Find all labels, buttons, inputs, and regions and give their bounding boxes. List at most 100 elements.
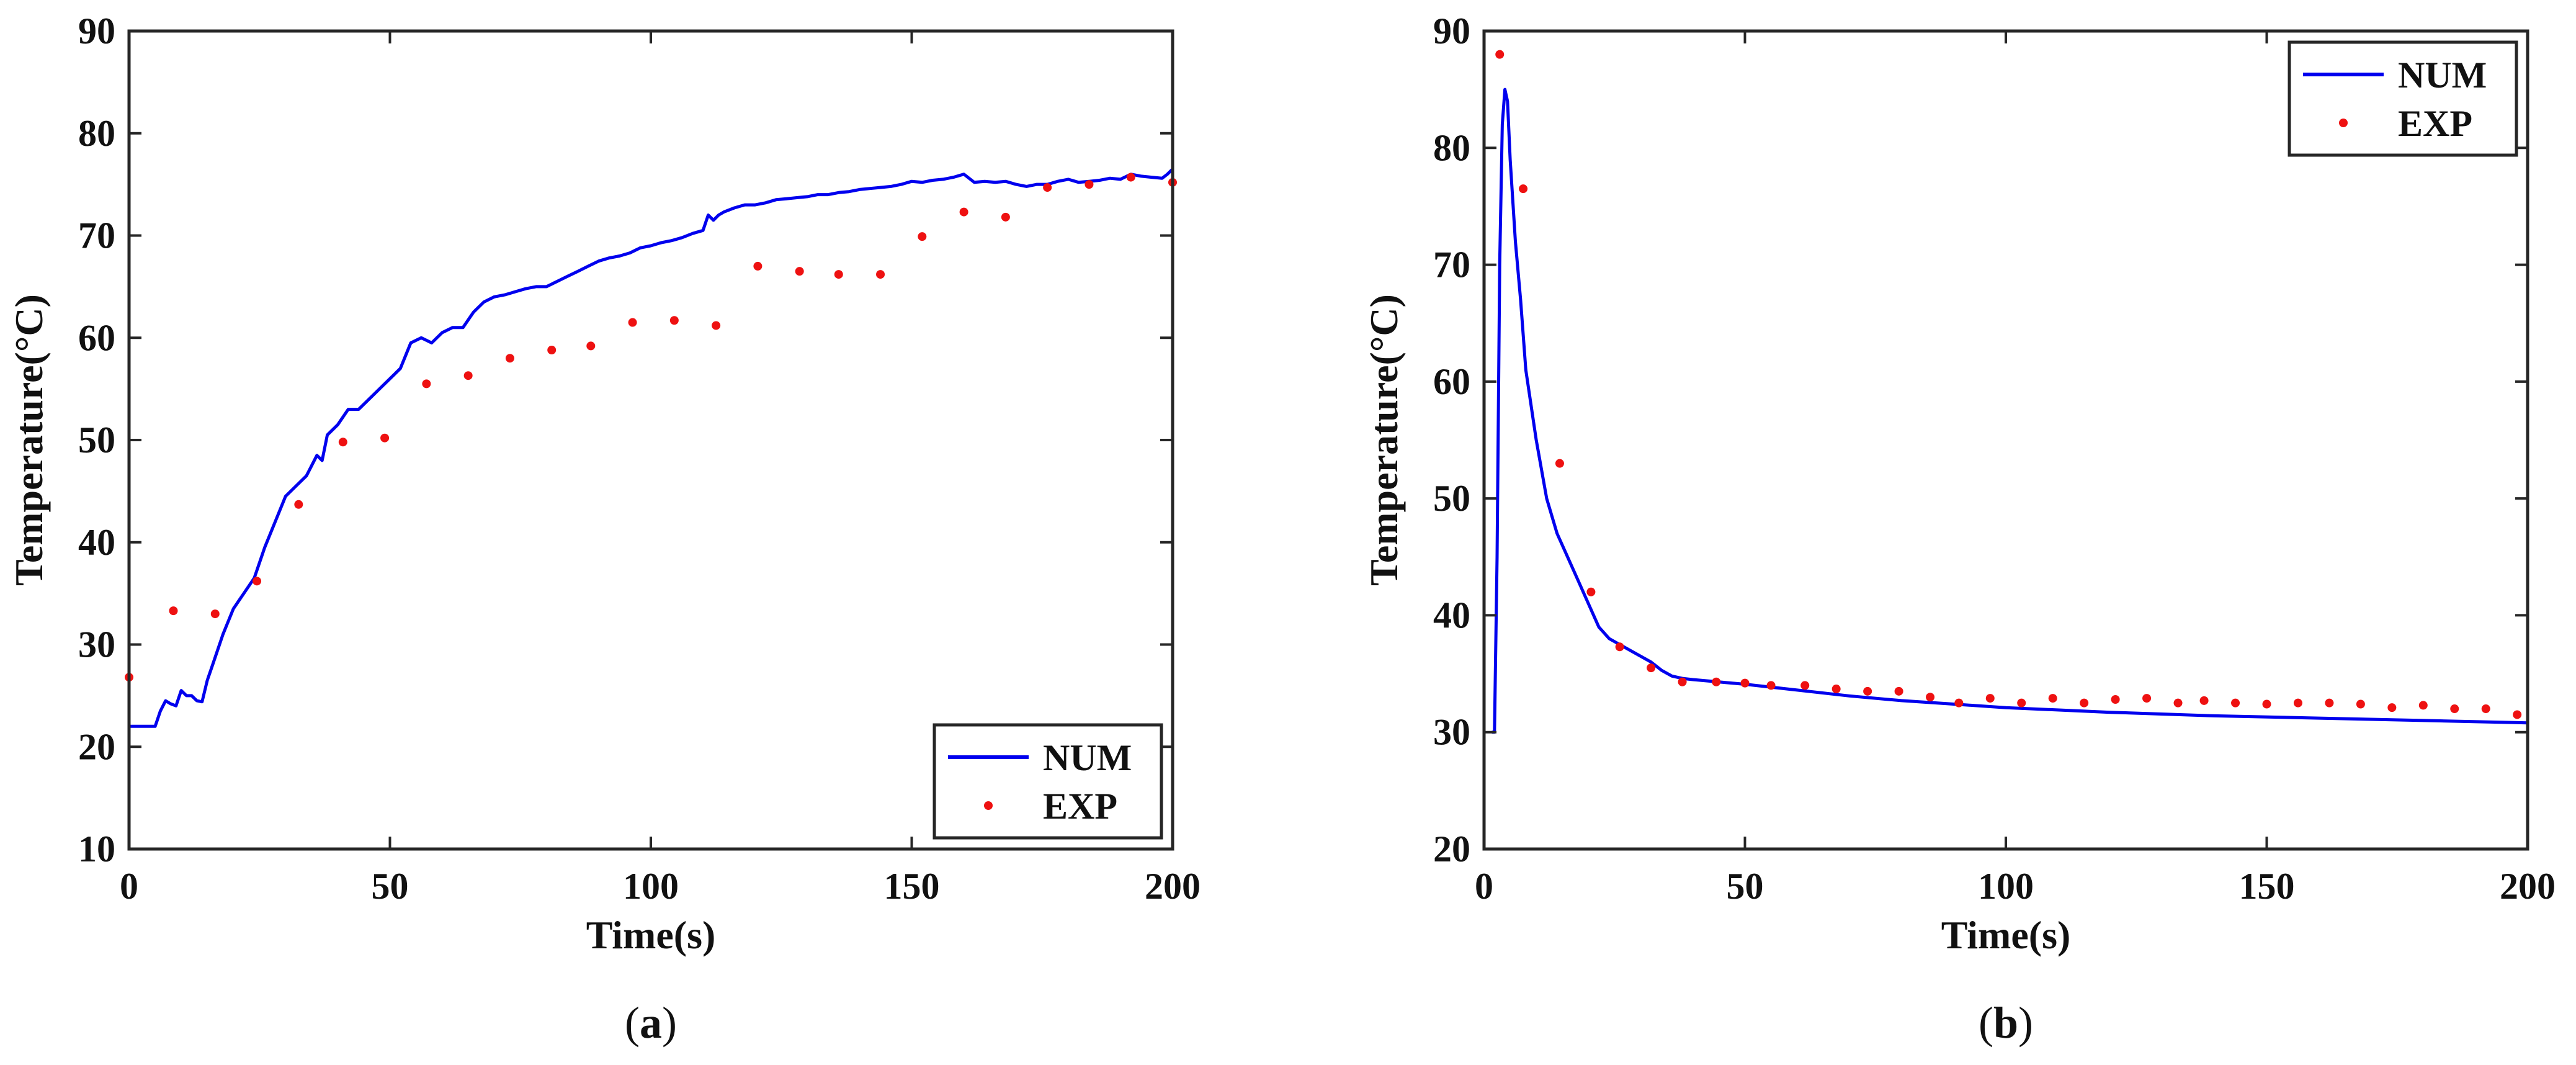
y-tick-label: 90	[1433, 11, 1470, 52]
exp-point	[1831, 685, 1841, 694]
exp-point	[1495, 50, 1505, 59]
exp-point	[1863, 686, 1872, 696]
exp-point	[2450, 704, 2459, 714]
exp-point	[422, 379, 431, 389]
caption-letter: b	[1993, 998, 2018, 1048]
exp-point	[1043, 183, 1052, 192]
chart-b: Time(s) Temperature(°C) NUM EXP (b) 0 50 1…	[1362, 11, 2556, 1048]
x-tick-label: 50	[372, 866, 409, 907]
y-tick-label: 40	[1433, 595, 1470, 636]
chart-a: Time(s) Temperature(°C) NUM EXP (a) 0 50 1…	[7, 11, 1201, 1048]
y-axis-label: Temperature(°C)	[7, 294, 51, 586]
exp-point	[2231, 698, 2240, 708]
exp-point	[753, 261, 763, 271]
legend-exp-label: EXP	[2398, 103, 2472, 144]
exp-point	[2080, 698, 2089, 708]
exp-point	[2325, 698, 2334, 708]
y-tick-label: 80	[78, 113, 115, 154]
exp-point	[1126, 173, 1135, 182]
y-tick-label: 60	[78, 317, 115, 358]
exp-point	[380, 433, 390, 443]
y-tick-label: 30	[78, 624, 115, 665]
exp-point	[2481, 704, 2490, 714]
y-tick-label: 70	[1433, 245, 1470, 285]
exp-point	[253, 577, 262, 586]
y-tick-label: 20	[1433, 829, 1470, 870]
exp-point	[2017, 698, 2026, 708]
legend-exp-marker	[2339, 119, 2348, 127]
y-tick-label: 60	[1433, 361, 1470, 402]
exp-point	[1678, 677, 1687, 686]
x-tick-label: 100	[623, 866, 679, 907]
exp-point	[876, 270, 885, 279]
caption-a: (a)	[625, 998, 677, 1048]
legend-box	[932, 723, 1163, 840]
num-series-line	[129, 168, 1174, 728]
caption-b: (b)	[1979, 998, 2033, 1048]
exp-point	[338, 438, 347, 447]
exp-point	[628, 318, 637, 327]
exp-point	[2048, 694, 2057, 703]
exp-point	[1926, 693, 1935, 702]
y-tick-label: 10	[78, 829, 115, 870]
exp-point	[1001, 212, 1010, 222]
exp-point	[169, 606, 178, 616]
x-tick-label: 0	[1475, 866, 1493, 907]
exp-point	[1954, 698, 1964, 708]
exp-point	[2262, 699, 2271, 709]
y-tick-label: 90	[78, 11, 115, 52]
exp-point	[1615, 642, 1624, 652]
legend-exp-label: EXP	[1043, 786, 1117, 827]
x-tick-label: 0	[120, 866, 138, 907]
exp-point	[2513, 710, 2522, 719]
exp-point	[1555, 459, 1564, 468]
exp-point	[1647, 663, 1656, 673]
exp-point	[1519, 184, 1528, 194]
exp-point	[795, 267, 804, 276]
x-tick-label: 150	[884, 866, 940, 907]
x-tick-label: 200	[1145, 866, 1201, 907]
exp-point	[294, 500, 303, 509]
exp-point	[1586, 587, 1596, 596]
exp-point	[463, 371, 473, 380]
exp-point	[712, 321, 721, 330]
y-tick-label: 40	[78, 522, 115, 563]
exp-point	[834, 270, 843, 279]
exp-point	[2418, 701, 2428, 710]
y-tick-label: 70	[78, 215, 115, 256]
caption-letter: a	[640, 998, 662, 1048]
exp-point	[1766, 681, 1776, 690]
legend: NUM EXP	[932, 723, 1163, 840]
legend-num-label: NUM	[2398, 55, 2487, 96]
exp-point	[1712, 677, 1721, 686]
exp-point	[959, 207, 968, 217]
x-tick-label: 200	[2500, 866, 2556, 907]
y-tick-label: 50	[78, 420, 115, 461]
exp-point	[1894, 686, 1903, 696]
exp-point	[210, 609, 220, 619]
legend-exp-marker	[984, 801, 993, 810]
legend-box	[2288, 40, 2518, 157]
x-axis-label: Time(s)	[586, 913, 716, 957]
exp-point	[1800, 681, 1810, 690]
x-tick-label: 100	[1978, 866, 2034, 907]
legend-num-label: NUM	[1043, 737, 1132, 778]
exp-point	[1085, 180, 1094, 189]
exp-point	[547, 346, 557, 355]
num-series-line	[1491, 88, 2528, 734]
x-axis-label: Time(s)	[1941, 913, 2071, 957]
exp-point	[2111, 694, 2120, 704]
exp-point	[1740, 678, 1750, 688]
x-tick-label: 150	[2239, 866, 2295, 907]
exp-point	[2142, 694, 2152, 703]
legend: NUM EXP	[2288, 40, 2518, 157]
y-axis-label: Temperature(°C)	[1362, 294, 1406, 586]
exp-point	[1985, 694, 1995, 703]
y-tick-label: 30	[1433, 712, 1470, 753]
exp-point	[505, 354, 514, 363]
y-tick-label: 50	[1433, 478, 1470, 519]
y-tick-label: 20	[78, 726, 115, 767]
exp-point	[669, 316, 679, 325]
exp-point	[2199, 696, 2209, 705]
